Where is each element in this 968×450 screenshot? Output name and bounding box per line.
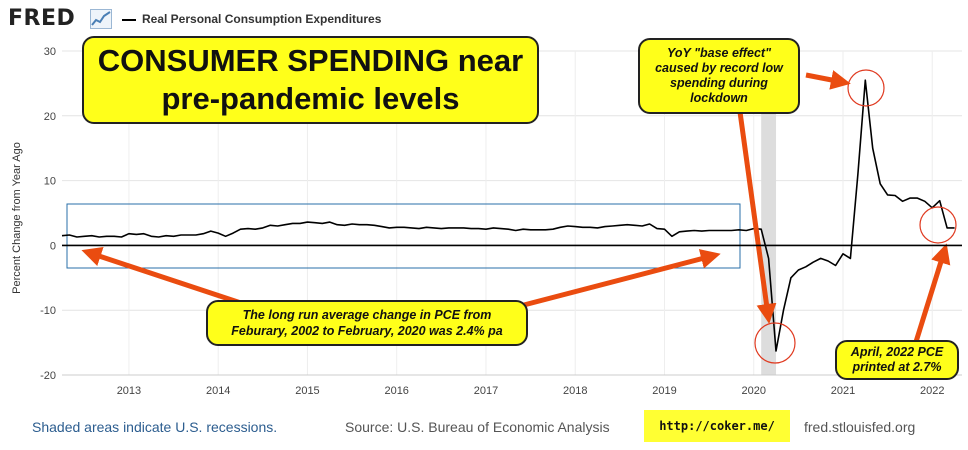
y-tick-label: -10	[40, 305, 56, 317]
annotation-arrow	[81, 246, 251, 309]
x-tick-label: 2018	[563, 385, 587, 397]
annotation-arrows	[81, 70, 951, 346]
series-layer	[61, 79, 955, 352]
legend-label: Real Personal Consumption Expenditures	[142, 12, 382, 26]
fred-url-link[interactable]: fred.stlouisfed.org	[804, 419, 916, 435]
x-tick-label: 2017	[474, 385, 498, 397]
y-tick-label: 10	[44, 176, 56, 188]
annotation-arrow	[519, 249, 721, 309]
x-tick-label: 2016	[384, 385, 408, 397]
annotation-arrow	[805, 70, 851, 90]
trend-graph-icon	[90, 9, 112, 29]
y-tick-label: 30	[44, 46, 56, 58]
highlight-circle	[919, 206, 957, 244]
y-tick-label: 0	[50, 240, 56, 252]
chart-legend: Real Personal Consumption Expenditures	[122, 12, 381, 26]
x-tick-label: 2021	[831, 385, 855, 397]
x-tick-label: 2019	[652, 385, 676, 397]
x-tick-label: 2014	[206, 385, 230, 397]
series-line	[61, 79, 955, 352]
headline-callout: CONSUMER SPENDING near pre-pandemic leve…	[82, 36, 539, 124]
x-tick-label: 2020	[741, 385, 765, 397]
annotation-arrow	[912, 243, 951, 346]
long-run-average-callout: The long run average change in PCE from …	[206, 300, 528, 346]
y-tick-label: -20	[40, 370, 56, 382]
april-2022-callout: April, 2022 PCE printed at 2.7%	[835, 340, 959, 380]
base-effect-callout: YoY "base effect" caused by record low s…	[638, 38, 800, 114]
coker-link[interactable]: http://coker.me/	[644, 410, 790, 442]
recession-note: Shaded areas indicate U.S. recessions.	[32, 419, 278, 435]
source-text: Source: U.S. Bureau of Economic Analysis	[345, 419, 610, 435]
x-tick-label: 2013	[117, 385, 141, 397]
axes: -20 -10 0 10 20 30 2013 2014 2015 2016 2017 2018 201…	[40, 46, 962, 397]
annotation-arrow	[737, 111, 777, 324]
x-tick-label: 2022	[920, 385, 944, 397]
fred-logo[interactable]: FRED	[8, 6, 76, 31]
legend-line-swatch	[122, 18, 136, 21]
x-tick-label: 2015	[295, 385, 319, 397]
y-axis-label: Percent Change from Year Ago	[11, 142, 23, 294]
y-tick-label: 20	[44, 111, 56, 123]
